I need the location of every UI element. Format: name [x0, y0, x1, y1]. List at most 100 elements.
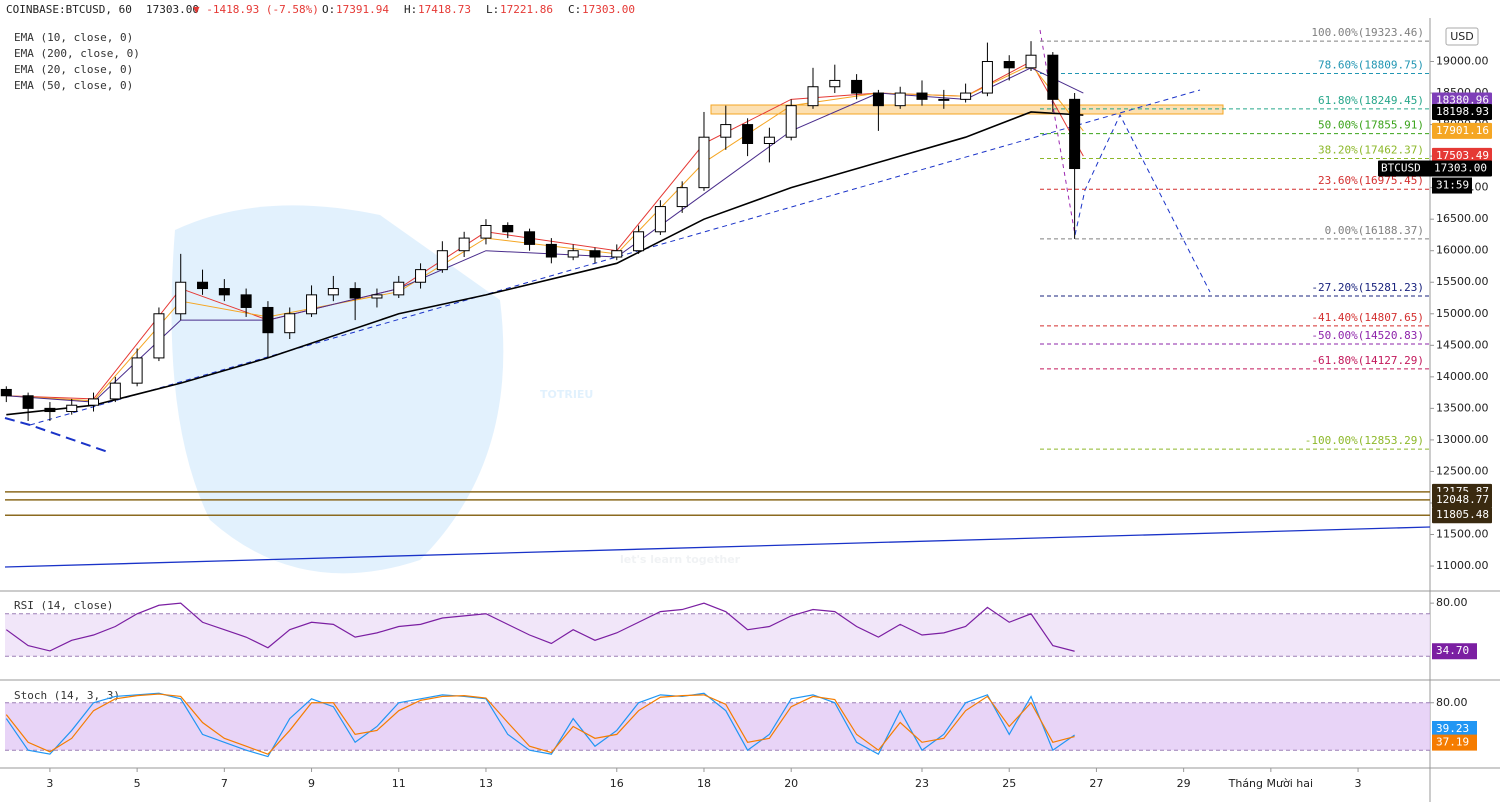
price-tag-label: 12048.77	[1436, 493, 1489, 506]
last-price: 17303.00	[146, 3, 199, 16]
y-tick-label: 14000.00	[1436, 370, 1489, 383]
candle-body	[654, 206, 666, 233]
x-tick-label: 16	[610, 777, 624, 790]
resistance-zone	[710, 104, 1224, 115]
watermark-title: TOTRIEU	[540, 388, 593, 401]
candle-body	[0, 388, 12, 397]
trend-line-dashed	[29, 89, 1201, 426]
candle-body	[458, 237, 470, 252]
candle-body	[218, 288, 230, 296]
legend-entry: EMA (10, close, 0)	[14, 31, 133, 44]
candle-body	[611, 250, 623, 258]
ohlc-value: 17303.00	[582, 3, 635, 16]
candle-body	[938, 98, 950, 101]
legend-entry: EMA (20, close, 0)	[14, 63, 133, 76]
candle-body	[44, 407, 56, 413]
price-tag-label: 17303.00	[1434, 162, 1487, 175]
change: ▼ -1418.93 (-7.58%)	[193, 3, 319, 16]
candle-body	[66, 404, 78, 413]
x-tick-label: 11	[392, 777, 406, 790]
candle-body	[1003, 61, 1015, 69]
candle-body	[916, 92, 928, 100]
osc-line	[5, 602, 1075, 652]
countdown-box	[1432, 177, 1472, 194]
fib-label: 50.00%(17855.91)	[1318, 119, 1424, 132]
x-tick-label: 3	[46, 777, 53, 790]
candle-body	[785, 105, 797, 138]
x-tick-label: 18	[697, 777, 711, 790]
fib-label: 38.20%(17462.37)	[1318, 143, 1424, 156]
candle-body	[480, 224, 492, 239]
x-tick-label: 5	[134, 777, 141, 790]
y-tick-label: 16000.00	[1436, 244, 1489, 257]
y-tick-label: 19000.00	[1436, 55, 1489, 68]
y-tick-label: 13000.00	[1436, 433, 1489, 446]
header: COINBASE:BTCUSD, 60 17303.00 ▼ -1418.93 …	[6, 3, 319, 16]
fib-label: 78.60%(18809.75)	[1318, 59, 1424, 72]
candle-body	[872, 92, 884, 107]
y-tick-label: 11500.00	[1436, 528, 1489, 541]
value-tag-label: 39.23	[1436, 722, 1469, 735]
candle-body	[153, 313, 165, 359]
value-tag	[1432, 720, 1477, 737]
ohlc-value: 17221.86	[500, 3, 553, 16]
x-tick-label: 23	[915, 777, 929, 790]
candle-body	[698, 136, 710, 189]
candle-body	[415, 269, 427, 283]
ohlc-label: H:	[404, 3, 417, 16]
countdown: 31:59	[1436, 179, 1469, 192]
x-tick-label: 25	[1002, 777, 1016, 790]
candle-body	[22, 395, 34, 409]
fib-label: 23.60%(16975.45)	[1318, 174, 1424, 187]
trend-line	[4, 526, 1431, 568]
pane-title: RSI (14, close)	[14, 599, 113, 612]
fib-label: -61.80%(14127.29)	[1311, 354, 1424, 367]
fib-label: -27.20%(15281.23)	[1311, 281, 1424, 294]
candle-body	[240, 294, 252, 308]
fib-label: 61.80%(18249.45)	[1318, 94, 1424, 107]
candle-body	[349, 288, 361, 299]
candle-body	[109, 382, 121, 400]
watermark-subtitle: let's learn together	[620, 553, 741, 566]
y-tick-label: 13500.00	[1436, 401, 1489, 414]
x-tick-label: 29	[1177, 777, 1191, 790]
candle-body	[851, 79, 863, 94]
candle-body	[88, 398, 100, 406]
candle-body	[393, 281, 405, 296]
candle-body	[763, 136, 775, 144]
fib-label: -100.00%(12853.29)	[1305, 434, 1424, 447]
fib-label: 0.00%(16188.37)	[1325, 224, 1424, 237]
candle-body	[131, 357, 143, 384]
candle-body	[436, 250, 448, 271]
price-tag	[1432, 507, 1492, 524]
candle-body	[676, 187, 688, 208]
candle-body	[197, 281, 209, 290]
x-tick-label: 13	[479, 777, 493, 790]
pane-title: Stoch (14, 3, 3)	[14, 689, 120, 702]
price-tag-name: BTCUSD	[1381, 162, 1421, 175]
watermark-shield	[171, 205, 504, 574]
candle-body	[262, 306, 274, 334]
currency: USD	[1450, 30, 1474, 43]
price-tag-label: 17503.49	[1436, 149, 1489, 162]
band-fill	[5, 613, 1430, 657]
candle-body	[306, 294, 318, 315]
osc-line	[5, 692, 1075, 758]
price-tag	[1432, 147, 1492, 164]
legend-entry: EMA (200, close, 0)	[14, 47, 140, 60]
candle-body	[1069, 98, 1081, 170]
y-tick-label: 16500.00	[1436, 212, 1489, 225]
candle-body	[589, 250, 601, 258]
fib-label: -41.40%(14807.65)	[1311, 311, 1424, 324]
candle-body	[1047, 54, 1059, 100]
x-tick-label: Tháng Mười hai	[1228, 777, 1313, 790]
ohlc-value: 17418.73	[418, 3, 471, 16]
candle-body	[720, 124, 732, 138]
y-tick-label: 15500.00	[1436, 275, 1489, 288]
x-tick-label: 3	[1355, 777, 1362, 790]
y-tick-label: 12500.00	[1436, 464, 1489, 477]
fib-label: -50.00%(14520.83)	[1311, 329, 1424, 342]
y-tick-label: 80.00	[1436, 596, 1468, 609]
price-tag	[1432, 104, 1492, 121]
